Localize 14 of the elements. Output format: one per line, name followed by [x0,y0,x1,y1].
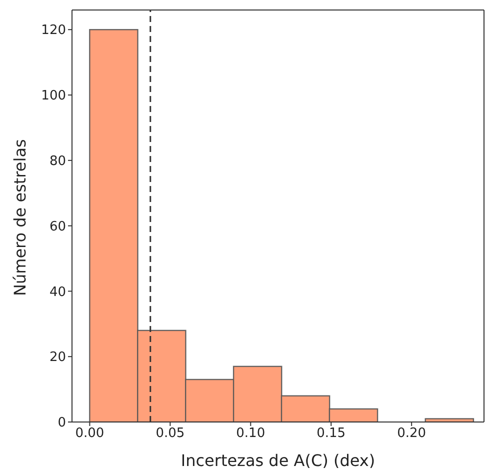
y-tick-label: 100 [41,88,66,104]
y-tick-label: 80 [49,154,66,170]
x-tick-label: 0.15 [316,426,346,442]
y-tick-label: 0 [58,416,66,431]
y-axis-title: Número de estrelas [10,139,30,296]
x-tick-label: 0.10 [236,426,266,442]
y-tick-label: 60 [49,219,66,234]
x-tick-label: 0.05 [156,426,185,442]
y-tick-label: 120 [41,23,66,38]
x-tick-label: 0.20 [397,426,426,442]
y-tick-label: 20 [49,350,66,366]
x-tick-label: 0.00 [75,426,104,442]
y-tick-label: 40 [49,284,66,300]
x-axis-title: Incertezas de A(C) (dex) [180,451,376,469]
